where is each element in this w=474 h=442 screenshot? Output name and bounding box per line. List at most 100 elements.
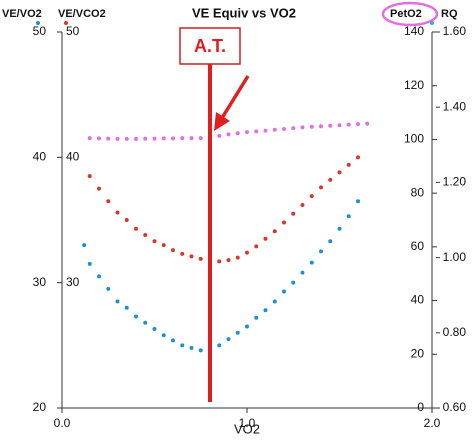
data-point <box>226 258 231 263</box>
data-point <box>226 337 231 342</box>
data-point <box>152 239 157 244</box>
data-point <box>171 338 175 343</box>
data-point <box>272 299 277 304</box>
y-tick-label: 20 <box>33 400 47 414</box>
data-point <box>87 261 92 266</box>
vco2-tick-label: 40 <box>66 150 80 164</box>
data-point <box>171 248 175 253</box>
data-point <box>217 133 222 138</box>
data-point <box>328 239 333 244</box>
x-axis-label: VO2 <box>234 421 260 436</box>
data-point <box>272 229 277 234</box>
data-point <box>300 202 305 207</box>
data-point <box>328 123 333 128</box>
data-point <box>300 125 305 130</box>
data-point <box>235 131 240 136</box>
data-point <box>346 214 351 219</box>
data-point <box>319 124 323 129</box>
chart-title: VE Equiv vs VO2 <box>192 5 296 20</box>
data-point <box>346 122 351 127</box>
data-point <box>328 177 333 182</box>
data-point <box>217 259 222 264</box>
data-point <box>189 254 194 259</box>
data-point <box>143 136 148 141</box>
data-point <box>235 330 240 335</box>
data-point <box>152 327 157 332</box>
data-point <box>87 136 92 141</box>
y-tick-label: 50 <box>33 24 47 38</box>
data-point <box>300 270 305 275</box>
data-point <box>198 348 203 353</box>
data-point <box>319 185 323 190</box>
legend-dot <box>430 21 434 25</box>
y2-tick-label: 100 <box>404 132 424 146</box>
data-point <box>161 243 166 248</box>
data-point <box>180 251 185 256</box>
x-tick-label: 2.0 <box>424 416 441 430</box>
data-point <box>115 136 120 141</box>
data-point <box>319 249 323 254</box>
y2-tick-label: 60 <box>411 239 425 253</box>
data-point <box>282 220 286 225</box>
data-point <box>245 130 249 135</box>
data-point <box>115 299 120 304</box>
data-point <box>346 162 351 167</box>
data-point <box>134 314 138 319</box>
data-point <box>291 211 296 216</box>
data-point <box>97 274 101 279</box>
data-point <box>365 121 370 126</box>
data-point <box>263 308 268 313</box>
annotation-arrow <box>220 75 250 119</box>
y3-tick-label: 0.60 <box>443 400 467 414</box>
data-point <box>189 345 194 350</box>
data-point <box>254 244 259 249</box>
data-point <box>282 126 286 131</box>
data-point <box>189 136 194 141</box>
data-point <box>106 136 111 141</box>
data-point <box>309 194 314 199</box>
data-point <box>356 155 360 160</box>
data-point <box>245 250 249 255</box>
data-point <box>134 226 138 231</box>
y-tick-label: 30 <box>33 275 47 289</box>
data-point <box>97 186 101 191</box>
annotation-box <box>179 27 241 65</box>
y3-tick-label: 1.60 <box>443 24 467 38</box>
y2-tick-label: 20 <box>411 346 425 360</box>
data-point <box>171 136 175 141</box>
data-point <box>272 127 277 132</box>
data-point <box>134 136 138 141</box>
data-point <box>282 289 286 294</box>
data-point <box>106 286 111 291</box>
y2-tick-label: 120 <box>404 78 424 92</box>
data-point <box>337 123 342 128</box>
data-point <box>198 256 203 261</box>
data-point <box>180 343 185 348</box>
data-point <box>180 136 185 141</box>
data-point <box>254 129 259 134</box>
rq-label: RQ <box>441 8 458 20</box>
annotation-text: A.T. <box>194 36 226 56</box>
data-point <box>217 343 222 348</box>
vco2-tick-label: 30 <box>66 275 80 289</box>
data-point <box>124 136 129 141</box>
data-point <box>82 243 87 248</box>
data-point <box>161 136 166 141</box>
data-point <box>124 305 129 310</box>
legend-label: PetO2 <box>390 8 422 20</box>
y-tick-label: 40 <box>33 150 47 164</box>
data-point <box>263 128 268 133</box>
y3-tick-label: 1.40 <box>443 99 467 113</box>
data-point <box>124 218 129 222</box>
data-point <box>356 122 360 127</box>
y3-tick-label: 0.80 <box>443 325 467 339</box>
annotation-arrowhead <box>214 112 230 131</box>
data-point <box>152 136 157 141</box>
y2-tick-label: 40 <box>411 293 425 307</box>
data-point <box>198 136 203 141</box>
legend-dot <box>36 21 40 25</box>
y3-tick-label: 1.00 <box>443 250 467 264</box>
data-point <box>143 233 148 238</box>
